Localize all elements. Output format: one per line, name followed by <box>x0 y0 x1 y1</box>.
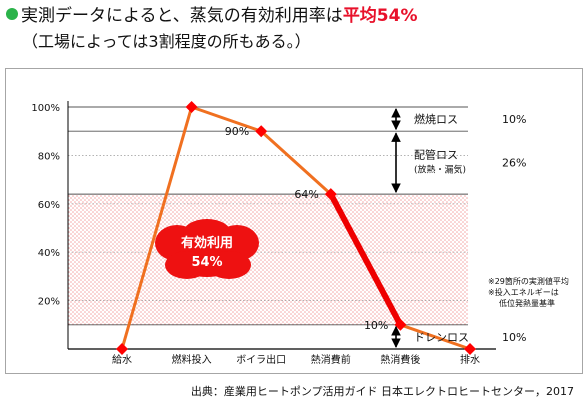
label-layer: 90% 64% 10% <box>225 125 389 332</box>
chart-panel: 20% 40% 60% 80% 100% 給水 燃料投入 ボイラ出口 熱消費前 熱消費後 排水 90… <box>5 68 583 374</box>
x-tick-label: 排水 <box>460 353 480 366</box>
bullet-icon <box>6 8 18 20</box>
data-point <box>116 343 128 355</box>
callout-value: 54% <box>191 255 222 270</box>
x-tick-label: ボイラ出口 <box>236 353 286 366</box>
data-point <box>255 125 268 138</box>
x-tick-label: 熱消費前 <box>311 353 351 366</box>
callout-blob <box>165 251 209 279</box>
loss-name: 配管ロス <box>414 148 458 162</box>
callout-blob <box>183 219 231 247</box>
x-tick-label: 熱消費後 <box>380 353 420 366</box>
chart-note: ※29箇所の実測値平均 <box>488 276 569 286</box>
axis-layer: 20% 40% 60% 80% 100% 給水 燃料投入 ボイラ出口 熱消費前 熱消費後 排水 <box>31 101 496 366</box>
loss-name: ドレンロス <box>414 331 469 344</box>
page-subtitle: （工場によっては3割程度の所もある。） <box>22 32 311 51</box>
callout-layer: 有効利用 54% <box>155 219 259 279</box>
data-point <box>185 101 198 113</box>
y-tick-label: 40% <box>38 248 60 259</box>
source-citation: 出典：産業用ヒートポンプ活用ガイド 日本エレクトロヒートセンター，2017 <box>190 385 574 398</box>
loss-name: 燃焼ロス <box>414 112 458 126</box>
page-title: 実測データによると、蒸気の有効利用率は平均54% <box>6 4 418 28</box>
data-point <box>324 188 337 201</box>
series-segment <box>190 105 263 133</box>
loss-sub: (放熱・漏気) <box>414 164 466 176</box>
data-label: 90% <box>225 125 249 138</box>
callout-label: 有効利用 <box>181 235 233 251</box>
series-segment <box>327 191 404 328</box>
data-label: 10% <box>364 319 388 332</box>
loss-value: 26% <box>502 157 526 170</box>
series-segment <box>398 323 472 351</box>
y-tick-label: 100% <box>31 103 60 114</box>
title-text: 実測データによると、蒸気の有効利用率は <box>21 6 343 26</box>
data-point <box>464 343 476 355</box>
series-layer <box>116 101 476 355</box>
series-segment <box>120 105 194 351</box>
x-tick-label: 燃料投入 <box>172 353 212 366</box>
y-tick-label: 80% <box>38 151 60 162</box>
effective-band <box>68 194 468 325</box>
effective-band-layer <box>68 194 468 325</box>
y-tick-label: 60% <box>38 200 60 211</box>
loss-value: 10% <box>502 331 526 344</box>
chart-note: 低位発熱量基準 <box>499 298 555 308</box>
y-tick-label: 20% <box>38 297 60 308</box>
title-highlight: 平均54% <box>342 6 418 26</box>
steam-utilization-chart: 20% 40% 60% 80% 100% 給水 燃料投入 ボイラ出口 熱消費前 熱消費後 排水 90… <box>31 101 569 366</box>
chart-note: ※投入エネルギーは <box>488 287 559 297</box>
loss-value: 10% <box>502 113 526 126</box>
callout-blob <box>207 251 251 279</box>
series-segment <box>259 129 333 196</box>
data-label: 64% <box>294 188 318 201</box>
loss-layer: 燃焼ロス 10% 配管ロス (放熱・漏気) 26% ドレンロス 10% <box>391 108 526 348</box>
x-tick-label: 給水 <box>112 353 132 366</box>
